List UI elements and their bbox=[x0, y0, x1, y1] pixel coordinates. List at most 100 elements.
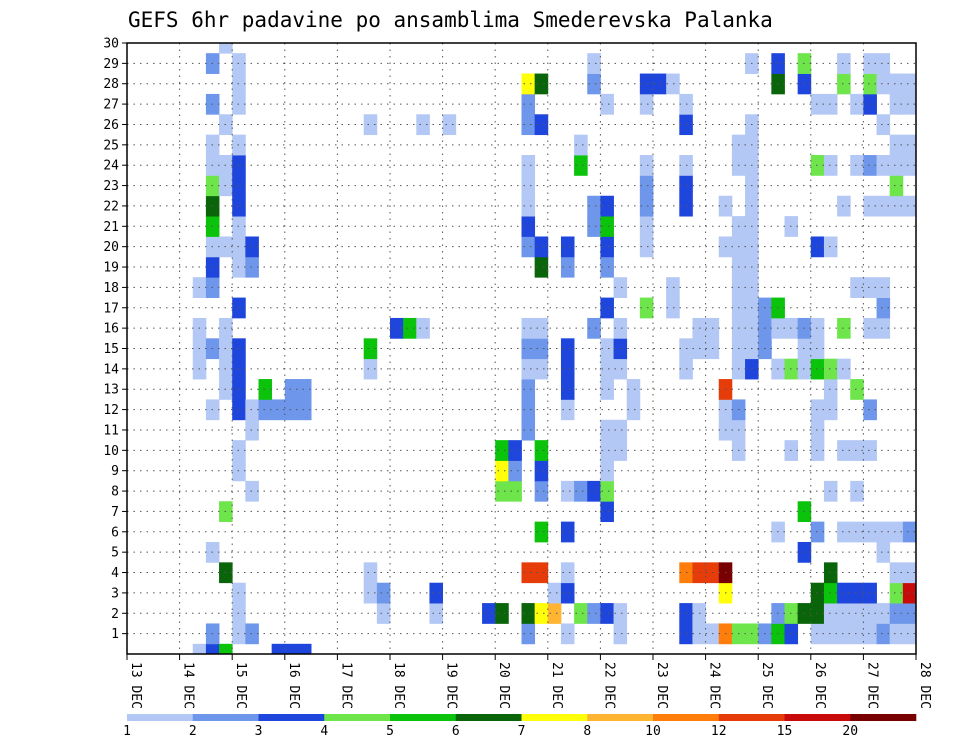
y-tick-label: 8 bbox=[111, 485, 119, 500]
heatmap-cell bbox=[600, 256, 614, 278]
colorbar-label: 8 bbox=[583, 724, 591, 739]
heatmap-cell bbox=[534, 73, 549, 95]
heatmap-cell bbox=[245, 623, 259, 645]
heatmap-cell bbox=[876, 114, 891, 136]
heatmap-cell bbox=[521, 562, 536, 584]
y-tick-label: 29 bbox=[103, 57, 119, 72]
heatmap-cell bbox=[508, 460, 522, 482]
heatmap-cell bbox=[495, 440, 509, 461]
heatmap-cell bbox=[863, 440, 877, 461]
y-tick-label: 16 bbox=[103, 322, 119, 337]
heatmap-cell bbox=[810, 582, 825, 604]
heatmap-cell bbox=[245, 399, 259, 421]
heatmap-cell bbox=[534, 603, 549, 624]
heatmap-cell bbox=[258, 399, 273, 421]
heatmap-cell bbox=[613, 623, 628, 645]
x-tick-label: 19 DEC bbox=[444, 662, 459, 709]
heatmap-cell bbox=[521, 114, 536, 136]
heatmap-cell bbox=[600, 419, 614, 441]
y-tick-label: 17 bbox=[103, 301, 119, 316]
heatmap-cell bbox=[205, 643, 220, 655]
heatmap-cell bbox=[587, 603, 601, 624]
heatmap-cell bbox=[823, 358, 838, 380]
heatmap-cell bbox=[889, 623, 904, 645]
y-tick-label: 11 bbox=[103, 423, 119, 438]
heatmap-cell bbox=[613, 603, 628, 624]
heatmap-cell bbox=[850, 440, 864, 461]
heatmap-cell bbox=[258, 379, 273, 400]
heatmap-cell bbox=[284, 379, 299, 400]
heatmap-cell bbox=[363, 358, 378, 380]
heatmap-cell bbox=[587, 317, 601, 339]
colorbar-label: 4 bbox=[320, 724, 328, 739]
heatmap-cell bbox=[560, 338, 575, 360]
heatmap-cell bbox=[534, 440, 549, 461]
heatmap-cell bbox=[863, 317, 877, 339]
heatmap-cell bbox=[613, 338, 628, 360]
heatmap-cell bbox=[613, 358, 628, 380]
y-tick-label: 27 bbox=[103, 98, 119, 113]
heatmap-cell bbox=[560, 582, 575, 604]
y-tick-label: 9 bbox=[111, 464, 119, 479]
heatmap-cell bbox=[863, 277, 877, 298]
colorbar-swatch bbox=[390, 714, 457, 721]
heatmap-cell bbox=[889, 175, 904, 197]
colorbar-label: 3 bbox=[255, 724, 263, 739]
heatmap-cell bbox=[534, 521, 549, 543]
heatmap-cell bbox=[363, 562, 378, 584]
heatmap-cell bbox=[245, 480, 259, 502]
y-tick-label: 20 bbox=[103, 240, 119, 255]
x-tick-label: 24 DEC bbox=[707, 662, 722, 709]
x-axis: 13 DEC 14 DEC 15 DEC 16 DEC 17 DEC 18 DEC 19 D… bbox=[126, 654, 932, 709]
colorbar-label: 12 bbox=[711, 724, 727, 739]
heatmap-cell bbox=[495, 460, 509, 482]
x-tick-label: 28 DEC bbox=[917, 662, 932, 709]
heatmap-cell bbox=[639, 93, 654, 115]
y-tick-label: 22 bbox=[103, 199, 119, 214]
heatmap-cell bbox=[521, 419, 536, 441]
colorbar-swatch bbox=[653, 714, 720, 721]
heatmap-cell bbox=[850, 582, 864, 604]
y-tick-label: 10 bbox=[103, 444, 119, 459]
heatmap-cell bbox=[850, 521, 864, 543]
heatmap-cell bbox=[587, 195, 601, 217]
x-tick-label: 18 DEC bbox=[391, 662, 406, 709]
colorbar-label: 15 bbox=[777, 724, 793, 739]
heatmap-cell bbox=[823, 236, 838, 258]
heatmap-cell bbox=[666, 277, 680, 298]
heatmap-cell bbox=[521, 338, 536, 360]
heatmap-cell bbox=[863, 93, 877, 115]
heatmap-cell bbox=[876, 277, 891, 298]
heatmap-cell bbox=[876, 603, 891, 624]
heatmap-cell bbox=[823, 93, 838, 115]
heatmap-cell bbox=[600, 93, 614, 115]
heatmap-cell bbox=[863, 623, 877, 645]
heatmap-cell bbox=[363, 338, 378, 360]
heatmap-cell bbox=[534, 460, 549, 482]
heatmap-cell bbox=[271, 399, 286, 421]
heatmap-cell bbox=[850, 623, 864, 645]
x-tick-label: 22 DEC bbox=[601, 662, 616, 709]
heatmap-cell bbox=[823, 379, 838, 400]
heatmap-cell bbox=[416, 114, 430, 136]
heatmap-cell bbox=[639, 297, 654, 319]
x-tick-label: 13 DEC bbox=[128, 662, 143, 709]
colorbar: 1 2 3 4 5 6 7 8 10 12 15 20 bbox=[123, 714, 917, 739]
heatmap-cell bbox=[534, 358, 549, 380]
heatmap-cell bbox=[600, 440, 614, 461]
heatmap-cell bbox=[560, 236, 575, 258]
heatmap-cell bbox=[863, 399, 877, 421]
colorbar-label: 10 bbox=[645, 724, 661, 739]
y-tick-label: 28 bbox=[103, 77, 119, 92]
heatmap-cell bbox=[521, 216, 536, 237]
heatmap-cell bbox=[810, 338, 825, 360]
heatmap-cell bbox=[284, 643, 299, 655]
heatmap-cell bbox=[889, 134, 904, 156]
heatmap-cell bbox=[902, 623, 917, 645]
heatmap-cell bbox=[547, 603, 562, 624]
y-tick-label: 12 bbox=[103, 403, 119, 418]
heatmap-cell bbox=[863, 582, 877, 604]
heatmap-cell bbox=[876, 541, 891, 563]
y-tick-label: 23 bbox=[103, 179, 119, 194]
heatmap-cell bbox=[521, 358, 536, 380]
